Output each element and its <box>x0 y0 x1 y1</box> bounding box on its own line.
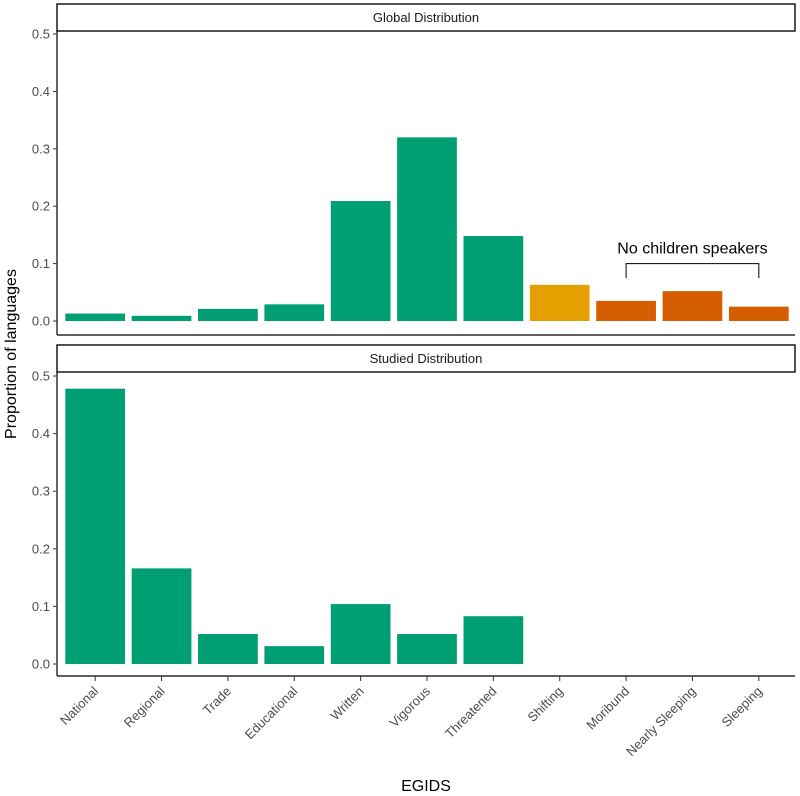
bar-studied-threatened <box>463 616 524 664</box>
x-tick-label: Moribund <box>583 684 632 733</box>
bars-studied <box>65 388 524 664</box>
no-children-annotation: No children speakers <box>617 241 768 278</box>
x-tick-label: Trade <box>200 684 234 718</box>
y-axis-title: Proportion of languages <box>3 269 20 439</box>
annotation-label: No children speakers <box>617 241 767 258</box>
y-tick-label-studied: 0.1 <box>32 599 50 614</box>
y-tick-label-global: 0.2 <box>32 199 50 214</box>
y-ticks-studied: 0.0 0.1 0.2 0.3 0.4 0.5 <box>32 369 57 672</box>
annotation-bracket <box>625 263 760 278</box>
bar-global-vigorous <box>397 137 457 321</box>
bar-studied-national <box>65 388 126 664</box>
x-tick-label: Written <box>327 684 367 724</box>
bars-global <box>65 137 789 321</box>
bar-global-shifting <box>529 284 590 321</box>
y-tick-label-studied: 0.4 <box>32 426 50 441</box>
strip-studied-title: Studied Distribution <box>370 351 483 366</box>
y-tick-label-studied: 0.2 <box>32 541 50 556</box>
x-tick-label: Educational <box>242 683 301 742</box>
bar-studied-regional <box>131 568 192 664</box>
strip-global <box>56 3 796 32</box>
x-tick-label: Nearly Sleeping <box>623 684 699 760</box>
bar-studied-vigorous <box>397 634 457 664</box>
panel-studied: Studied Distribution 0.0 0.1 0.2 0.3 0.4 0.5 <box>32 344 796 677</box>
bar-global-educational <box>264 304 325 321</box>
panel-global: Global Distribution 0.0 0.1 0.2 0.3 0.4 0.5 N… <box>32 3 796 336</box>
x-axis-ticks: National Regional Trade Educational Written V… <box>57 676 765 759</box>
bar-global-threatened <box>463 236 524 321</box>
x-tick-label: Vigorous <box>386 683 433 730</box>
x-tick-label: Regional <box>121 683 168 730</box>
y-ticks-global: 0.0 0.1 0.2 0.3 0.4 0.5 <box>32 27 57 329</box>
bar-global-moribund <box>596 300 656 321</box>
x-tick-label: National <box>57 683 101 727</box>
y-tick-label-studied: 0.5 <box>32 369 50 384</box>
bar-global-regional <box>131 315 192 321</box>
strip-global-title: Global Distribution <box>373 10 479 25</box>
x-tick-label: Threatened <box>442 684 500 742</box>
strip-studied <box>56 344 796 373</box>
bar-global-written <box>330 201 391 321</box>
bar-studied-trade <box>198 634 258 664</box>
y-tick-label-global: 0.4 <box>32 84 50 99</box>
bar-studied-educational <box>264 646 325 664</box>
y-tick-label-global: 0.0 <box>32 314 50 329</box>
y-tick-label-studied: 0.3 <box>32 484 50 499</box>
y-tick-label-studied: 0.0 <box>32 657 50 672</box>
bar-studied-written <box>330 604 391 664</box>
x-tick-label: Shifting <box>525 684 566 725</box>
x-tick-label: Sleeping <box>719 684 765 730</box>
bar-global-national <box>65 313 126 321</box>
bar-global-sleeping <box>728 306 789 321</box>
x-axis-title: EGIDS <box>401 778 451 795</box>
y-tick-label-global: 0.3 <box>32 141 50 156</box>
y-tick-label-global: 0.5 <box>32 27 50 42</box>
bar-global-nearly-sleeping <box>662 291 723 321</box>
bar-global-trade <box>198 308 258 321</box>
y-tick-label-global: 0.1 <box>32 256 50 271</box>
